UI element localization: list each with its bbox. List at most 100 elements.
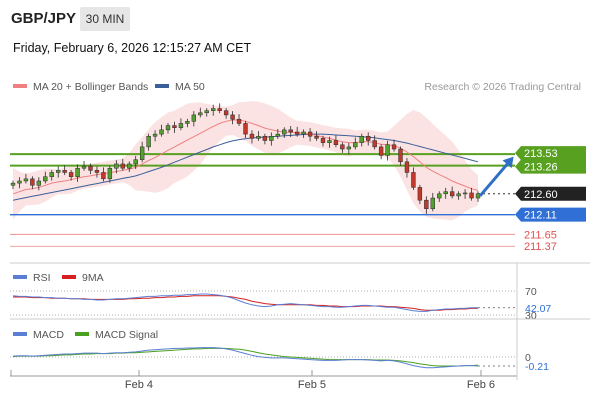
candle-body (340, 144, 345, 150)
candle-body (223, 110, 229, 116)
price-label-resistance: 213.53 (515, 146, 586, 161)
projection-arrow-head (502, 156, 514, 169)
candle-body (68, 172, 74, 177)
candle (56, 166, 61, 178)
candle-body (43, 176, 48, 182)
candle (94, 166, 100, 178)
candle (437, 191, 442, 202)
timestamp: Friday, February 6, 2026 12:15:27 AM CET (13, 41, 252, 55)
candle-body (165, 125, 171, 131)
macd-line (12, 347, 479, 369)
candle (359, 133, 364, 147)
rsi-last-label: 42.07 (525, 303, 551, 315)
candle (178, 118, 184, 131)
candle-body (327, 140, 332, 143)
candle (230, 111, 235, 125)
price-label-last: 212.60 (515, 186, 586, 201)
candle-body (437, 193, 442, 199)
candle-body (17, 180, 22, 184)
legend-macd-signal-swatch (75, 332, 89, 336)
candle (107, 165, 113, 183)
candle-body (107, 167, 113, 180)
candle-body (36, 180, 42, 186)
candle-body (204, 110, 209, 114)
candle (275, 128, 280, 139)
candle (294, 126, 300, 137)
candle-body (133, 159, 138, 165)
bollinger-band (13, 101, 478, 221)
candle-body (243, 123, 248, 135)
candle (30, 176, 35, 190)
candle-body (424, 199, 429, 209)
candle-body (301, 131, 306, 135)
candle (385, 140, 390, 161)
candle (320, 135, 326, 147)
candle-body (378, 146, 384, 156)
candle-body (217, 108, 222, 111)
candle-body (211, 108, 216, 111)
candle (456, 191, 461, 200)
candle-body (152, 133, 158, 137)
candle-body (275, 133, 280, 137)
candle-body (30, 178, 35, 186)
candle (172, 121, 177, 133)
interval-button[interactable]: 30 MIN (80, 7, 130, 31)
candle (269, 132, 274, 146)
price-label-box (515, 186, 586, 201)
candle-body (443, 191, 448, 195)
candle-body (81, 165, 87, 169)
candle (133, 155, 138, 170)
candle-body (385, 144, 390, 156)
price-label-text: 212.60 (524, 189, 558, 201)
candle (353, 137, 358, 150)
candle (430, 192, 435, 212)
candle-body (411, 172, 416, 188)
candle-body (469, 192, 474, 199)
candle-body (346, 146, 352, 150)
candle-body (172, 125, 177, 128)
x-axis: Feb 4 Feb 5 Feb 6 (10, 262, 590, 391)
candle (301, 129, 306, 138)
price-label-box (515, 207, 586, 222)
legend-rsi-label: RSI (33, 272, 51, 284)
main-legend: MA 20 + Bollinger Bands MA 50 (13, 81, 205, 93)
candle (443, 187, 448, 199)
candle (101, 167, 106, 182)
candle (372, 135, 377, 150)
candle (159, 124, 164, 137)
legend-ma20-label: MA 20 + Bollinger Bands (33, 81, 148, 93)
candle (333, 135, 339, 148)
candle-body (178, 123, 184, 128)
candle (49, 169, 54, 181)
candle (217, 103, 222, 114)
price-label-text: 213.26 (524, 162, 558, 174)
candle-body (288, 129, 293, 133)
candle-body (333, 140, 339, 146)
candle-body (146, 135, 151, 148)
price-label-target: 211.37 (524, 241, 557, 253)
candle (23, 173, 29, 184)
candle-body (185, 121, 190, 124)
candle (391, 139, 397, 152)
candle-body (430, 197, 435, 209)
candle (10, 180, 16, 190)
candle-body (88, 165, 93, 171)
candle (256, 131, 261, 141)
rsi-ref-label: 30 (525, 310, 537, 322)
candle (243, 120, 248, 138)
candle (36, 177, 42, 191)
candle (191, 111, 197, 127)
candle-body (256, 135, 261, 139)
candle-body (191, 114, 197, 122)
rsi-legend: RSI 9MA (13, 272, 104, 284)
rsi-line (12, 293, 478, 312)
price-label-box (515, 146, 586, 161)
candle (411, 167, 416, 190)
candle (236, 114, 242, 127)
legend-macd-signal-label: MACD Signal (95, 329, 158, 341)
macd-legend: MACD MACD Signal (13, 329, 158, 341)
candle-body (75, 167, 80, 177)
candle (462, 189, 468, 199)
